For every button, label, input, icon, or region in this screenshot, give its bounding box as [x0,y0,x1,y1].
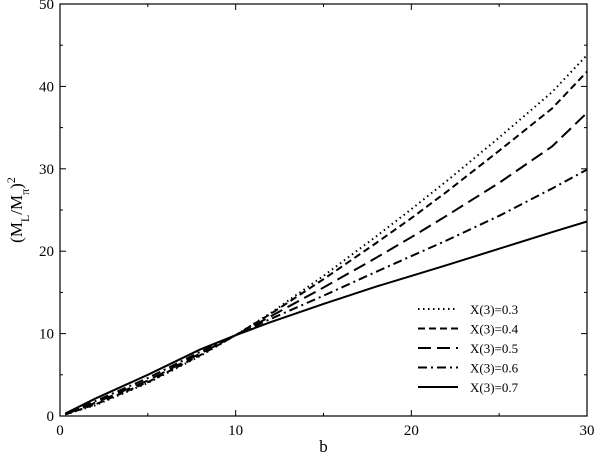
series-lines [64,54,588,416]
y-label-mid: /M [7,195,26,215]
y-tick-label: 0 [47,409,55,425]
series-line [64,168,588,416]
y-tick-label: 20 [39,244,54,260]
x-tick-label: 30 [580,423,595,439]
y-tick-label: 10 [39,327,54,343]
legend-label: X(3)=0.4 [470,322,519,337]
series-line [64,70,588,416]
y-label-close: ) [7,183,26,189]
svg-text:(ML/Mπ)2: (ML/Mπ)2 [4,177,32,243]
y-label-sub1: L [18,215,32,222]
x-tick-label: 0 [56,423,64,439]
y-label-open: (M [7,222,26,243]
legend-label: X(3)=0.7 [470,380,519,395]
legend-label: X(3)=0.5 [470,341,518,356]
y-axis-label: (ML/Mπ)2 [4,177,32,243]
x-tick-label: 10 [228,423,243,439]
legend: X(3)=0.3 X(3)=0.4 X(3)=0.5 X(3)=0.6 X(3)=0.7 [418,302,519,395]
x-tick-label: 20 [404,423,419,439]
series-line [64,112,588,416]
y-label-sub2: π [18,189,32,195]
y-tick-label: 30 [39,162,54,178]
series-line [64,220,588,415]
legend-label: X(3)=0.3 [470,302,518,317]
x-axis-label: b [319,437,328,456]
y-label-sup: 2 [4,177,18,183]
legend-label: X(3)=0.6 [470,361,519,376]
y-tick-label: 40 [39,79,54,95]
y-tick-label: 50 [39,0,54,13]
axis-ticks: 0 10 20 30 0 10 20 30 40 50 [39,0,595,439]
